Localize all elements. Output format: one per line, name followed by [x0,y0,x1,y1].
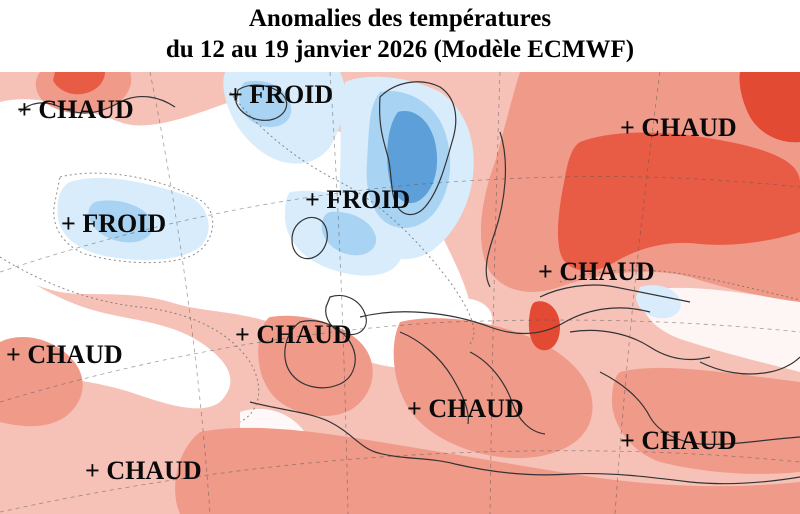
graticule [0,72,800,514]
coastlines [19,81,800,485]
label-froid-atlantic: + FROID [61,209,167,238]
warm-core-urals [739,72,800,143]
map-graphic [0,72,800,514]
anomaly-contours [0,91,800,423]
cold-mid-atlantic [88,200,154,243]
cold-mid-iceland [239,80,292,127]
warm-core-greenland [53,72,105,95]
cold-core-scandinavia [387,111,438,204]
title-block: Anomalies des températures du 12 au 19 j… [0,0,800,72]
label-chaud-ukraine: + CHAUD [538,257,655,286]
neutral-zone-east [640,287,800,372]
cold-mid-northsea [321,211,377,256]
warm-core-balkans [528,301,560,351]
label-froid-northsea: + FROID [305,185,411,214]
label-chaud-russia: + CHAUD [620,113,737,142]
label-chaud-middle-east: + CHAUD [620,426,737,455]
label-froid-iceland: + FROID [228,80,334,109]
warm-core-russia [557,132,800,271]
label-chaud-morocco: + CHAUD [85,456,202,485]
warm-area-iberia [0,337,83,427]
warm-area-balkans [393,318,593,459]
warm-area-north-africa [175,427,800,514]
anomaly-map: + CHAUD + FROID + CHAUD + FROID + FROID … [0,72,800,514]
label-chaud-west-atlantic: + CHAUD [6,340,123,369]
label-chaud-biscay: + CHAUD [235,320,352,349]
warm-area-middle-east [611,367,800,474]
title-line-1: Anomalies des températures [248,5,552,32]
title-line-2: du 12 au 19 janvier 2026 (Modèle ECMWF) [165,36,635,63]
label-chaud-greenland: + CHAUD [17,95,134,124]
label-chaud-mediterranean: + CHAUD [407,394,524,423]
